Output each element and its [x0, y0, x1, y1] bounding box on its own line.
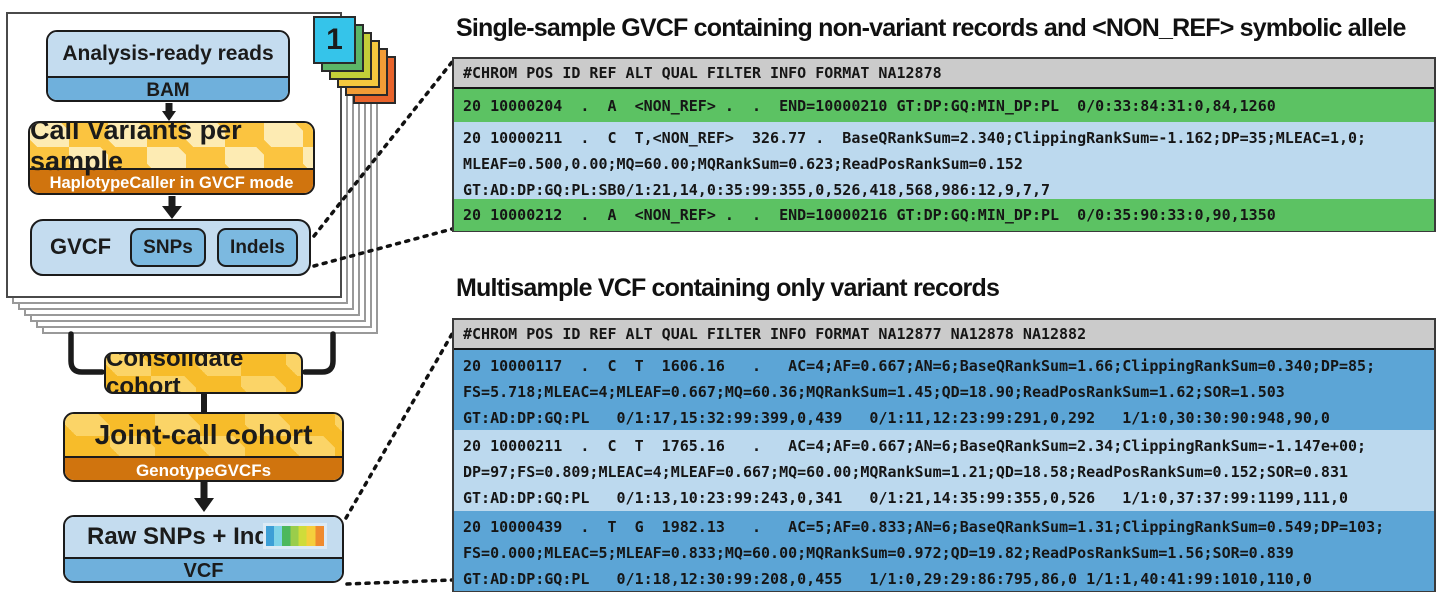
- bam-format-label: BAM: [48, 76, 288, 100]
- vcf-row-2: 20 10000211 . C T 1765.16 . AC=4;AF=0.66…: [454, 430, 1434, 511]
- consolidate-cohort-box: Consolidate cohort: [104, 352, 303, 394]
- vcf-record-line: 20 10000211 . C T 1765.16 . AC=4;AF=0.66…: [463, 437, 1367, 455]
- bracket-left: [68, 331, 105, 375]
- gvcf-row-nonvariant-2: 20 10000212 . A <NON_REF> . . END=100002…: [454, 199, 1434, 231]
- analysis-ready-reads-label: Analysis-ready reads: [48, 32, 288, 76]
- vcf-row-1: 20 10000117 . C T 1606.16 . AC=4;AF=0.66…: [454, 350, 1434, 430]
- vcf-record-line: 20 10000439 . T G 1982.13 . AC=5;AF=0.83…: [463, 518, 1385, 536]
- sample-number-badge: 1: [326, 23, 343, 56]
- vcf-record-line: FS=0.000;MLEAC=5;MLEAF=0.833;MQ=60.00;MQ…: [463, 544, 1294, 562]
- sample-card-1: 1: [313, 16, 356, 64]
- vcf-format-label: VCF: [65, 557, 342, 581]
- rainbow-track-icon: [263, 523, 327, 549]
- indels-chip: Indels: [217, 228, 298, 267]
- snps-chip: SNPs: [130, 228, 206, 267]
- vcf-record-line: GT:AD:DP:GQ:PL 0/1:13,10:23:99:243,0,341…: [463, 489, 1349, 507]
- consolidate-cohort-label: Consolidate cohort: [106, 352, 244, 394]
- vcf-table: #CHROM POS ID REF ALT QUAL FILTER INFO F…: [452, 318, 1436, 592]
- joint-call-label: Joint-call cohort: [65, 414, 342, 456]
- leader-vcf-to-panel2-bottom: [345, 578, 454, 586]
- call-variants-label: Call Variants per sample: [30, 123, 313, 176]
- gvcf-label: GVCF: [50, 234, 112, 259]
- vcf-record-line: FS=5.718;MLEAC=4;MLEAF=0.667;MQ=60.36;MQ…: [463, 383, 1285, 401]
- vcf-record-line: GT:AD:DP:GQ:PL:SB0/1:21,14,0:35:99:355,0…: [463, 181, 1050, 199]
- call-variants-box: Call Variants per sample HaplotypeCaller…: [28, 121, 315, 195]
- arrow-jointcall-to-raw: [194, 482, 214, 512]
- joint-call-box: Joint-call cohort GenotypeGVCFs: [63, 412, 344, 482]
- vcf-record-line: 20 10000212 . A <NON_REF> . . END=100002…: [463, 206, 1276, 224]
- vcf-table-header: #CHROM POS ID REF ALT QUAL FILTER INFO F…: [454, 320, 1434, 350]
- vcf-record-line: 20 10000204 . A <NON_REF> . . END=100002…: [463, 96, 1276, 115]
- vcf-record-line: MLEAF=0.500,0.00;MQ=60.00;MQRankSum=0.62…: [463, 155, 1023, 173]
- vcf-record-line: GT:AD:DP:GQ:PL 0/1:17,15:32:99:399,0,439…: [463, 409, 1330, 427]
- analysis-ready-reads-box: Analysis-ready reads BAM: [46, 30, 290, 102]
- gvcf-panel-title: Single-sample GVCF containing non-varian…: [456, 14, 1406, 42]
- vcf-record-line: 20 10000211 . C T,<NON_REF> 326.77 . Bas…: [463, 129, 1367, 147]
- vcf-row-3: 20 10000439 . T G 1982.13 . AC=5;AF=0.83…: [454, 511, 1434, 591]
- gvcf-row-nonvariant-1: 20 10000204 . A <NON_REF> . . END=100002…: [454, 89, 1434, 122]
- vcf-record-line: 20 10000117 . C T 1606.16 . AC=4;AF=0.66…: [463, 357, 1376, 375]
- vcf-panel-title: Multisample VCF containing only variant …: [456, 274, 1000, 302]
- haplotypecaller-label: HaplotypeCaller in GVCF mode: [30, 168, 313, 193]
- bracket-right: [302, 331, 336, 375]
- gvcf-table: #CHROM POS ID REF ALT QUAL FILTER INFO F…: [452, 57, 1436, 232]
- genotypegvcfs-label: GenotypeGVCFs: [65, 456, 342, 480]
- leader-raw-to-panel2-top: [344, 332, 454, 520]
- snps-label: SNPs: [143, 236, 193, 258]
- vcf-record-line: DP=97;FS=0.809;MLEAC=4;MLEAF=0.667;MQ=60…: [463, 463, 1349, 481]
- gvcf-row-variant: 20 10000211 . C T,<NON_REF> 326.77 . Bas…: [454, 122, 1434, 199]
- vcf-record-line: GT:AD:DP:GQ:PL 0/1:18,12:30:99:208,0,455…: [463, 570, 1312, 588]
- indels-label: Indels: [230, 236, 285, 258]
- gvcf-table-header: #CHROM POS ID REF ALT QUAL FILTER INFO F…: [454, 59, 1434, 89]
